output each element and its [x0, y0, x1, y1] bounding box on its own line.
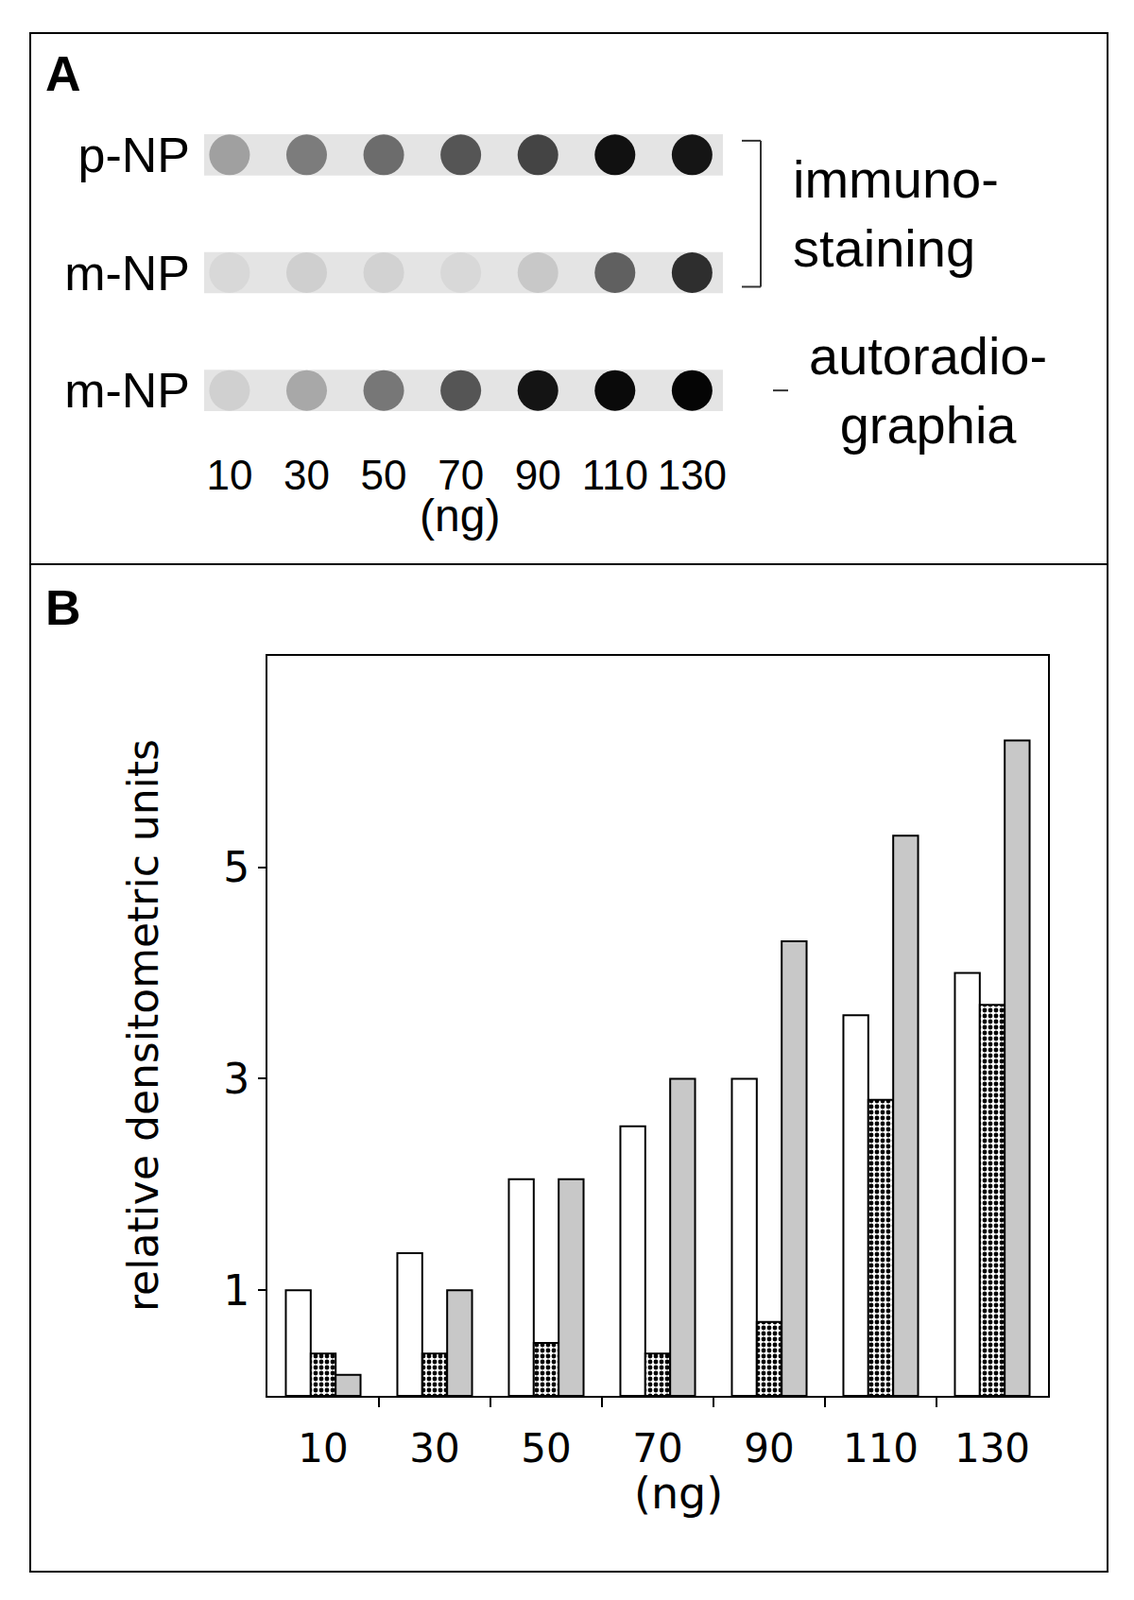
svg-text:110: 110	[842, 1425, 919, 1472]
svg-text:autoradio-graphia: autoradio-graphia	[808, 326, 1048, 455]
svg-text:130: 130	[954, 1425, 1031, 1472]
svg-text:70: 70	[632, 1425, 683, 1472]
svg-text:immuno-staining: immuno-staining	[792, 149, 999, 278]
svg-text:90: 90	[743, 1425, 794, 1472]
svg-text:10: 10	[297, 1425, 348, 1472]
svg-text:(ng): (ng)	[419, 490, 500, 541]
svg-text:3: 3	[223, 1054, 250, 1103]
svg-text:30: 30	[409, 1425, 460, 1472]
svg-text:p-NP: p-NP	[78, 127, 190, 183]
svg-text:30: 30	[283, 451, 330, 499]
svg-text:m-NP: m-NP	[64, 245, 190, 301]
svg-text:130: 130	[657, 451, 727, 499]
svg-text:90: 90	[515, 451, 562, 499]
svg-text:110: 110	[582, 451, 649, 499]
svg-text:50: 50	[520, 1425, 571, 1472]
svg-text:1: 1	[223, 1266, 250, 1315]
svg-text:m-NP: m-NP	[64, 362, 190, 418]
svg-text:B: B	[45, 580, 82, 636]
svg-text:50: 50	[360, 451, 408, 499]
svg-text:70: 70	[437, 451, 484, 499]
svg-text:10: 10	[206, 451, 253, 499]
svg-text:relative densitometric units: relative densitometric units	[119, 738, 168, 1312]
svg-text:(ng): (ng)	[634, 1467, 723, 1519]
svg-text:A: A	[45, 46, 82, 102]
svg-text:5: 5	[223, 842, 250, 892]
